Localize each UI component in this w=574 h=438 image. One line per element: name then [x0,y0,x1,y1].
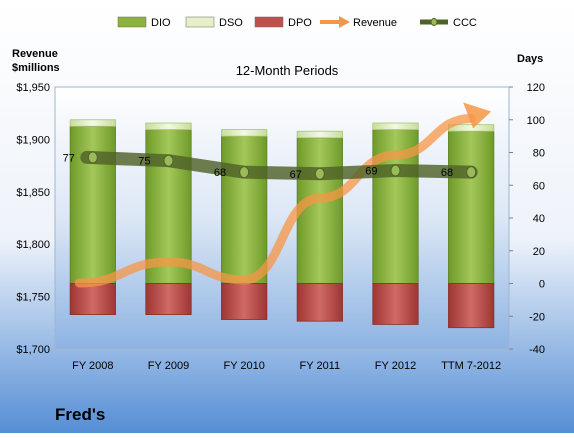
ccc-marker [239,166,250,179]
chart-subtitle: 12-Month Periods [236,63,339,78]
right-axis: -40 -20 0 20 40 60 80 100 120 [509,82,545,356]
legend-swatch [254,16,284,28]
legend-swatch [185,16,215,28]
legend-marker [430,18,438,26]
ccc-marker [390,164,401,177]
dpo-bar [221,283,268,320]
right-tick-label: -40 [529,344,545,356]
legend: DIO DSO DPO Revenue CCC [117,16,477,29]
left-tick-label: $1,800 [16,239,50,251]
right-tick-label: 20 [533,246,545,258]
dpo-bar [69,283,116,316]
legend-label: DSO [219,17,243,29]
dso-bar [145,122,192,130]
dio-bar [296,137,343,284]
dso-bar [296,130,343,139]
left-axis-title-line2: $millions [12,62,60,74]
category-label: TTM 7-2012 [441,360,501,372]
legend-label: Revenue [353,17,397,29]
category-label: FY 2009 [148,360,189,372]
left-tick-label: $1,750 [16,292,50,304]
right-tick-label: -20 [529,311,545,323]
right-tick-label: 40 [533,213,545,225]
legend-arrowhead [339,16,350,28]
legend-label: CCC [453,17,477,29]
right-tick-label: 120 [527,82,545,94]
category-label: FY 2008 [72,360,113,372]
ccc-line [80,150,478,181]
left-tick-label: $1,850 [16,187,50,199]
left-tick-label: $1,950 [16,82,50,94]
ccc-data-label: 68 [214,167,226,179]
dso-bar [221,129,268,137]
dpo-bar [372,283,419,325]
dso-bar [372,122,419,130]
dpo-bar [145,283,192,316]
right-tick-label: 100 [527,115,545,127]
category-label: FY 2012 [375,360,416,372]
right-tick-label: 0 [539,279,545,291]
category-axis: FY 2008 FY 2009 FY 2010 FY 2011 FY 2012 TTM 7… [72,360,501,372]
ccc-data-label: 67 [290,169,302,181]
left-tick-label: $1,900 [16,134,50,146]
legend-swatch [117,16,147,28]
ccc-marker [466,166,477,179]
legend-label: DPO [288,17,312,29]
right-tick-label: 80 [533,148,545,160]
left-tick-label: $1,700 [16,344,50,356]
left-axis: $1,700 $1,750 $1,800 $1,850 $1,900 $1,950 [16,82,50,356]
dio-bar [448,130,495,284]
dpo-bar [296,283,343,322]
revenue-series [74,102,492,288]
ccc-marker [314,167,325,180]
ccc-data-label: 75 [138,156,150,168]
dio-bar [69,125,116,284]
ccc-series: 77 75 68 67 69 68 [63,150,478,181]
right-tick-label: 60 [533,180,545,192]
company-title: Fred's [55,405,105,424]
dso-bar [69,119,116,127]
category-label: FY 2010 [223,360,264,372]
dio-bar [221,135,268,284]
right-axis-title: Days [517,53,543,65]
ccc-data-label: 69 [365,166,377,178]
legend-label: DIO [151,17,171,29]
category-label: FY 2011 [300,360,341,372]
ccc-data-label: 68 [441,167,453,179]
revenue-line [74,113,476,288]
ccc-marker [163,154,174,167]
dpo-bar [448,283,495,329]
left-axis-title-line1: Revenue [12,48,58,60]
ccc-marker [87,151,98,164]
revenue-arrowhead [463,102,492,129]
ccc-data-label: 77 [63,152,75,164]
